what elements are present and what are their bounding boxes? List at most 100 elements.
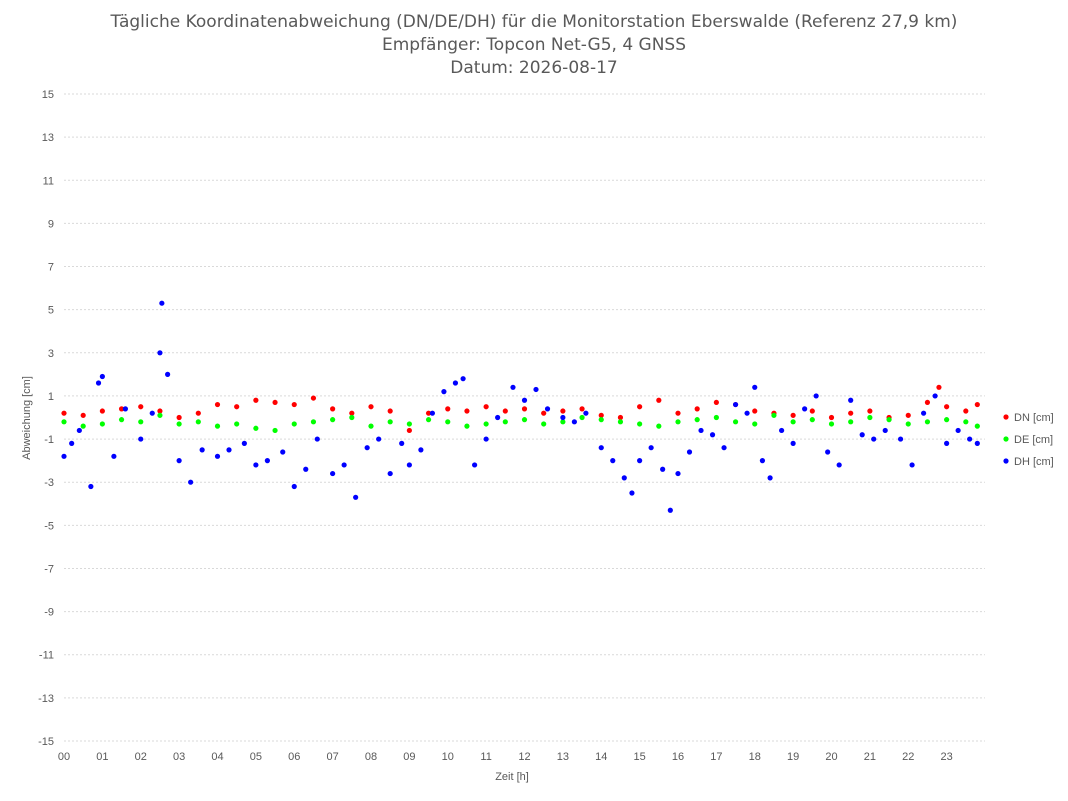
x-tick-label: 08 xyxy=(365,751,377,763)
data-point xyxy=(138,404,144,410)
data-point xyxy=(425,410,432,416)
data-point xyxy=(176,421,182,427)
data-point xyxy=(974,401,980,408)
data-point xyxy=(828,414,835,421)
data-point xyxy=(637,458,643,464)
data-point xyxy=(310,419,317,425)
data-point xyxy=(637,404,643,410)
x-tick-label: 22 xyxy=(902,751,914,763)
x-tick-label: 03 xyxy=(173,751,185,763)
y-tick-label: 11 xyxy=(43,175,54,187)
data-point xyxy=(924,419,931,425)
data-point xyxy=(648,445,654,451)
data-point xyxy=(955,427,961,434)
x-tick-label: 09 xyxy=(403,751,415,763)
data-point xyxy=(291,401,297,408)
data-point xyxy=(441,389,447,395)
data-point xyxy=(521,406,528,412)
data-point xyxy=(809,408,815,414)
legend: DN [cm] DE [cm] DH [cm] xyxy=(1003,412,1054,468)
data-point xyxy=(744,410,750,416)
x-tick-labels: 00 01 02 03 04 05 06 07 08 09 10 11 12 13 14 15 16 17 18 19… xyxy=(58,751,953,763)
data-point xyxy=(871,436,877,442)
x-tick-label: 01 xyxy=(96,751,108,763)
y-tick-label: -5 xyxy=(44,520,54,532)
data-point xyxy=(963,408,969,414)
x-tick-label: 13 xyxy=(557,751,569,763)
data-point xyxy=(464,408,470,414)
y-tick-label: 1 xyxy=(48,391,54,403)
data-point xyxy=(111,453,117,459)
data-point xyxy=(303,466,309,472)
data-point xyxy=(809,417,815,423)
data-point xyxy=(199,447,205,453)
data-point xyxy=(828,421,835,427)
data-point xyxy=(963,419,969,425)
data-point xyxy=(195,410,201,416)
data-point xyxy=(541,410,547,416)
data-point xyxy=(813,393,819,399)
data-point xyxy=(802,406,808,412)
data-point xyxy=(272,399,278,406)
data-point xyxy=(291,483,297,490)
data-point xyxy=(99,421,105,427)
data-point xyxy=(656,423,662,429)
data-point xyxy=(660,466,666,472)
data-point xyxy=(61,410,67,416)
data-point xyxy=(667,507,673,513)
data-point xyxy=(425,417,432,423)
data-point xyxy=(188,479,194,485)
data-point xyxy=(483,421,489,427)
data-point xyxy=(610,458,616,464)
data-point xyxy=(368,404,374,410)
y-tick-labels: 15 13 11 9 7 5 3 1 -1 -3 -5 -7 -9 -11 -13 -15 xyxy=(38,89,54,748)
data-point xyxy=(867,408,873,414)
data-point xyxy=(253,425,259,431)
data-point xyxy=(472,462,478,468)
chart-title-line-2: Empfänger: Topcon Net-G5, 4 GNSS xyxy=(381,35,687,55)
data-point xyxy=(921,410,927,416)
data-point xyxy=(176,414,182,421)
data-point xyxy=(341,462,347,468)
data-point xyxy=(149,410,155,416)
data-point xyxy=(713,414,719,421)
chart-title-line-1: Tägliche Koordinatenabweichung (DN/DE/DH… xyxy=(110,12,958,32)
data-point xyxy=(159,300,165,306)
data-point xyxy=(675,470,681,477)
data-point xyxy=(709,432,716,438)
data-point xyxy=(521,397,528,403)
data-point xyxy=(353,494,359,500)
data-point xyxy=(429,410,435,416)
data-point xyxy=(836,462,842,468)
data-point xyxy=(848,397,854,403)
data-point xyxy=(686,449,693,455)
data-point xyxy=(99,373,105,380)
data-point xyxy=(80,423,86,429)
y-tick-label: 9 xyxy=(48,218,54,230)
x-tick-label: 21 xyxy=(864,751,876,763)
data-point xyxy=(886,417,892,423)
x-tick-label: 16 xyxy=(672,751,684,763)
x-tick-label: 06 xyxy=(288,751,300,763)
data-point xyxy=(349,410,355,416)
data-point xyxy=(214,423,221,429)
data-point xyxy=(967,436,973,442)
data-point xyxy=(944,440,950,446)
data-point xyxy=(368,423,374,429)
data-point xyxy=(364,445,370,451)
data-point xyxy=(698,427,704,434)
x-tick-label: 07 xyxy=(327,751,339,763)
legend-marker xyxy=(1003,436,1009,442)
y-tick-label: -1 xyxy=(44,434,54,446)
y-tick-label: -3 xyxy=(44,477,54,489)
data-point xyxy=(138,419,144,425)
x-tick-label: 04 xyxy=(211,751,223,763)
data-point xyxy=(330,470,336,477)
data-point xyxy=(905,421,911,427)
data-point xyxy=(713,399,719,406)
data-point xyxy=(721,445,727,451)
data-point xyxy=(882,427,888,434)
data-point xyxy=(280,449,286,455)
data-point xyxy=(99,408,105,414)
data-point xyxy=(759,458,766,464)
